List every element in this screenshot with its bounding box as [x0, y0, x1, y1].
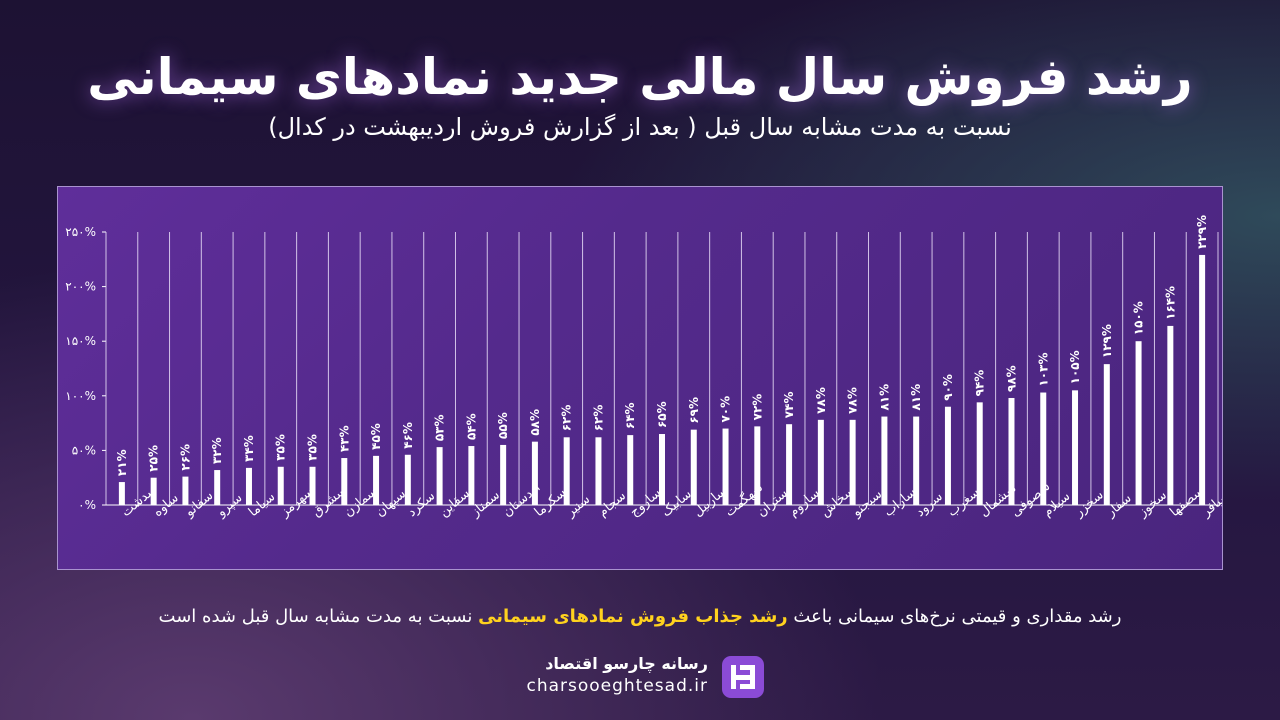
value-label: ۳۵%: [274, 434, 288, 461]
value-label: ۴۵%: [369, 423, 383, 450]
value-label: ۳۲%: [210, 437, 224, 464]
bar: [690, 429, 697, 505]
bar: [1040, 392, 1047, 505]
value-label: ۵۵%: [496, 412, 510, 439]
brand: رسانه چارسو اقتصاد charsooeghtesad.ir: [520, 652, 770, 702]
value-label: ۱۶۴%: [1163, 286, 1177, 320]
value-label: ۷۲%: [750, 394, 764, 421]
value-label: ۳۴%: [242, 435, 256, 462]
caption-after: نسبت به مدت مشابه سال قبل شده است: [158, 606, 473, 627]
value-label: ۲۱%: [115, 449, 129, 476]
bar: [563, 437, 570, 505]
bar: [1167, 325, 1174, 505]
value-label: ۷۸%: [814, 387, 828, 414]
bar: [881, 416, 888, 505]
value-label: ۱۲۹%: [1100, 324, 1114, 358]
bar: [944, 406, 951, 505]
bar: [849, 419, 856, 505]
caption: رشد مقداری و قیمتی نرخ‌های سیمانی باعث ر…: [0, 606, 1280, 627]
value-label: ۶۴%: [623, 402, 637, 429]
value-label: ۲۲۹%: [1195, 215, 1209, 249]
bar: [214, 470, 221, 505]
bar: [436, 447, 443, 505]
page-title: رشد فروش سال مالی جدید نمادهای سیمانی: [87, 48, 1193, 106]
value-label: ۸۱%: [877, 384, 891, 411]
bar: [500, 444, 507, 505]
value-label: ۱۰۵%: [1068, 350, 1082, 384]
bar: [150, 477, 157, 505]
bar: [659, 434, 665, 505]
chart-panel: ۰% ۵۰% ۱۰۰% ۱۵۰% ۲۰۰% ۲۵۰% ۲۱% سدشت ۲۵% ساوه ۲۶% سف…: [57, 186, 1223, 570]
y-tick-label: ۵۰%: [72, 443, 96, 457]
page-subtitle: نسبت به مدت مشابه سال قبل ( بعد از گزارش…: [268, 113, 1012, 141]
value-label: ۴۶%: [401, 422, 415, 449]
bar: [373, 455, 380, 505]
value-label: ۹۴%: [973, 370, 987, 397]
caption-before: رشد مقداری و قیمتی نرخ‌های سیمانی باعث: [793, 606, 1122, 627]
y-tick-label: ۲۰۰%: [65, 280, 96, 294]
bar: [468, 446, 475, 505]
bar: [976, 402, 983, 505]
bar-chart: ۰%۵۰%۱۰۰%۱۵۰%۲۰۰%۲۵۰%۲۱%سدشت۲۵%ساوه۲۶%سف…: [65, 215, 1222, 521]
bar: [595, 437, 602, 505]
bar: [627, 435, 634, 505]
value-label: ۶۹%: [687, 397, 701, 424]
bar: [722, 428, 729, 505]
caption-highlight: رشد جذاب فروش نمادهای سیمانی: [478, 606, 788, 627]
value-label: ۱۰۳%: [1036, 353, 1050, 387]
value-label: ۱۵۰%: [1132, 301, 1146, 335]
value-label: ۳۵%: [306, 434, 320, 461]
value-label: ۹۸%: [1004, 365, 1018, 392]
bar: [309, 466, 316, 505]
y-tick-label: ۱۵۰%: [65, 334, 96, 348]
value-label: ۷۴%: [782, 392, 796, 419]
bar: [1199, 254, 1206, 505]
value-label: ۶۵%: [655, 401, 669, 428]
value-label: ۵۸%: [528, 409, 542, 436]
value-label: ۷۰%: [719, 396, 733, 423]
bar: [786, 424, 793, 505]
brand-url: charsooeghtesad.ir: [526, 676, 708, 696]
y-tick-label: ۲۵۰%: [65, 225, 96, 239]
y-tick-label: ۰%: [78, 498, 96, 512]
value-label: ۸۱%: [909, 384, 923, 411]
brand-name: رسانه چارسو اقتصاد: [545, 654, 708, 673]
value-label: ۹۰%: [941, 374, 955, 401]
value-label: ۷۸%: [846, 387, 860, 414]
bar: [1135, 341, 1142, 505]
bar: [913, 416, 920, 505]
bar: [277, 466, 284, 505]
bar: [531, 441, 538, 505]
value-label: ۶۲%: [591, 405, 605, 432]
y-tick-label: ۱۰۰%: [65, 389, 96, 403]
bar: [1008, 397, 1015, 505]
value-label: ۲۶%: [178, 444, 192, 471]
bar: [817, 419, 824, 505]
bar: [245, 467, 252, 505]
charsoo-logo-icon: [722, 656, 764, 698]
bar: [1103, 364, 1110, 505]
value-label: ۵۴%: [464, 413, 478, 440]
value-label: ۲۵%: [147, 445, 161, 472]
bar: [1072, 390, 1079, 505]
value-label: ۴۳%: [337, 425, 351, 452]
bar: [404, 454, 411, 505]
bar: [341, 458, 348, 505]
value-label: ۵۳%: [433, 414, 447, 441]
bar: [118, 482, 125, 505]
bar: [182, 476, 189, 505]
bar: [754, 426, 761, 505]
value-label: ۶۲%: [560, 405, 574, 432]
